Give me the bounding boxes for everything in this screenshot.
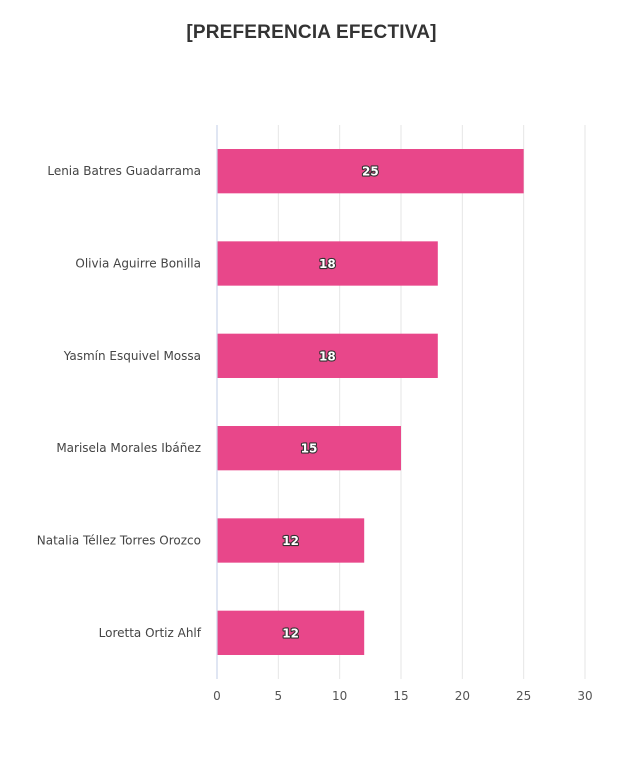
data-label: 15 bbox=[301, 442, 318, 456]
bar bbox=[217, 241, 438, 286]
data-label: 25 bbox=[362, 165, 379, 179]
data-label: 18 bbox=[319, 349, 336, 363]
data-label: 18 bbox=[319, 257, 336, 271]
x-tick-label: 10 bbox=[332, 689, 347, 703]
chart-title: [PREFERENCIA EFECTIVA] bbox=[186, 22, 437, 43]
x-tick-label: 0 bbox=[213, 689, 221, 703]
x-tick-label: 5 bbox=[275, 689, 283, 703]
bar bbox=[217, 333, 438, 378]
data-label: 12 bbox=[282, 534, 299, 548]
category-label: Marisela Morales Ibáñez bbox=[56, 441, 201, 455]
category-label: Loretta Ortiz Ahlf bbox=[99, 626, 202, 640]
bar bbox=[217, 610, 365, 655]
category-label: Natalia Téllez Torres Orozco bbox=[37, 534, 201, 548]
data-label: 12 bbox=[282, 626, 299, 640]
x-tick-label: 20 bbox=[455, 689, 470, 703]
x-tick-label: 15 bbox=[393, 689, 408, 703]
category-label: Lenia Batres Guadarrama bbox=[47, 164, 201, 178]
x-tick-label: 25 bbox=[516, 689, 531, 703]
category-label: Yasmín Esquivel Mossa bbox=[63, 349, 201, 363]
bar bbox=[217, 518, 365, 563]
bar bbox=[217, 426, 401, 471]
bar bbox=[217, 149, 524, 194]
x-tick-label: 30 bbox=[577, 689, 592, 703]
category-label: Olivia Aguirre Bonilla bbox=[75, 257, 201, 271]
